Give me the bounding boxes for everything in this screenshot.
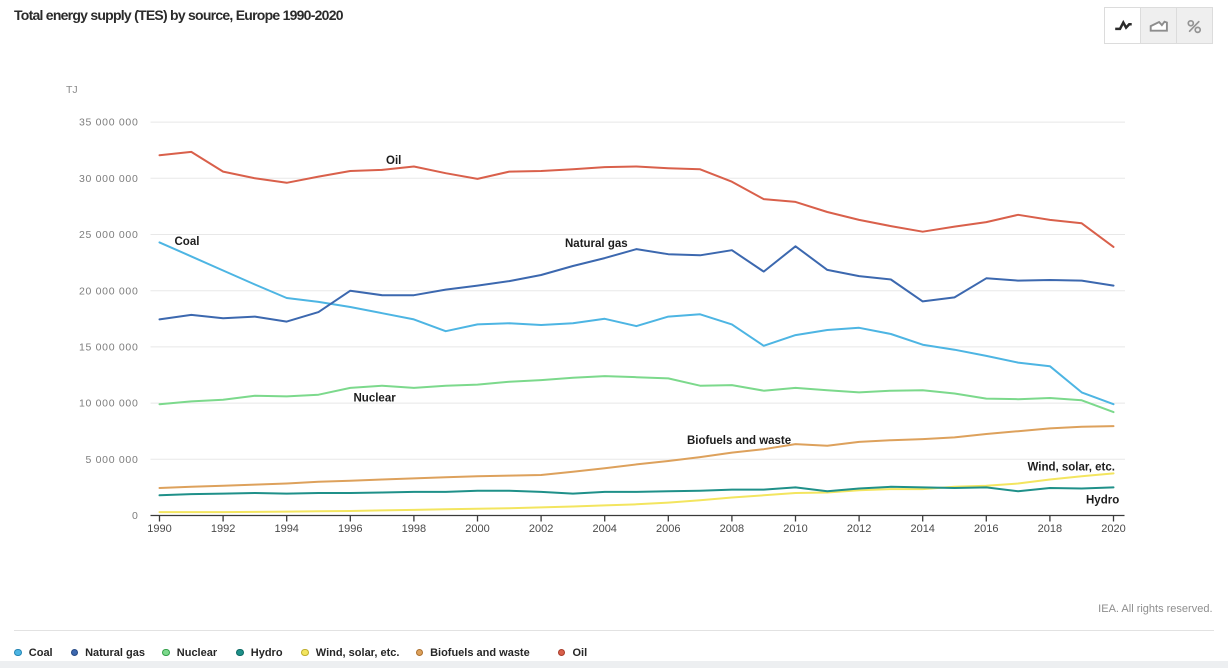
svg-text:1996: 1996 xyxy=(338,523,362,535)
svg-text:20 000 000: 20 000 000 xyxy=(79,285,139,297)
svg-text:5 000 000: 5 000 000 xyxy=(85,454,138,466)
svg-text:Biofuels and waste: Biofuels and waste xyxy=(687,435,791,447)
svg-text:2018: 2018 xyxy=(1038,523,1062,535)
svg-text:0: 0 xyxy=(132,510,139,522)
svg-text:TJ: TJ xyxy=(66,84,78,96)
svg-text:35 000 000: 35 000 000 xyxy=(79,117,139,129)
svg-text:10 000 000: 10 000 000 xyxy=(79,398,139,410)
svg-text:2000: 2000 xyxy=(465,523,489,535)
svg-text:30 000 000: 30 000 000 xyxy=(79,173,139,185)
svg-text:2016: 2016 xyxy=(974,523,998,535)
svg-text:1992: 1992 xyxy=(211,523,235,535)
svg-text:2008: 2008 xyxy=(720,523,744,535)
svg-text:2002: 2002 xyxy=(529,523,553,535)
svg-text:2020: 2020 xyxy=(1101,523,1125,535)
svg-text:Nuclear: Nuclear xyxy=(354,393,397,405)
svg-text:1998: 1998 xyxy=(402,523,426,535)
svg-text:Wind, solar, etc.: Wind, solar, etc. xyxy=(1028,462,1115,474)
svg-text:1990: 1990 xyxy=(147,523,171,535)
svg-text:Hydro: Hydro xyxy=(1086,495,1119,507)
svg-text:2006: 2006 xyxy=(656,523,680,535)
svg-text:2004: 2004 xyxy=(592,523,616,535)
svg-text:25 000 000: 25 000 000 xyxy=(79,229,139,241)
svg-text:1994: 1994 xyxy=(274,523,298,535)
svg-text:Coal: Coal xyxy=(175,236,200,248)
svg-text:15 000 000: 15 000 000 xyxy=(79,342,139,354)
svg-text:2014: 2014 xyxy=(910,523,934,535)
svg-text:Oil: Oil xyxy=(386,155,401,167)
svg-text:Natural gas: Natural gas xyxy=(565,238,628,250)
svg-text:2010: 2010 xyxy=(783,523,807,535)
svg-text:2012: 2012 xyxy=(847,523,871,535)
